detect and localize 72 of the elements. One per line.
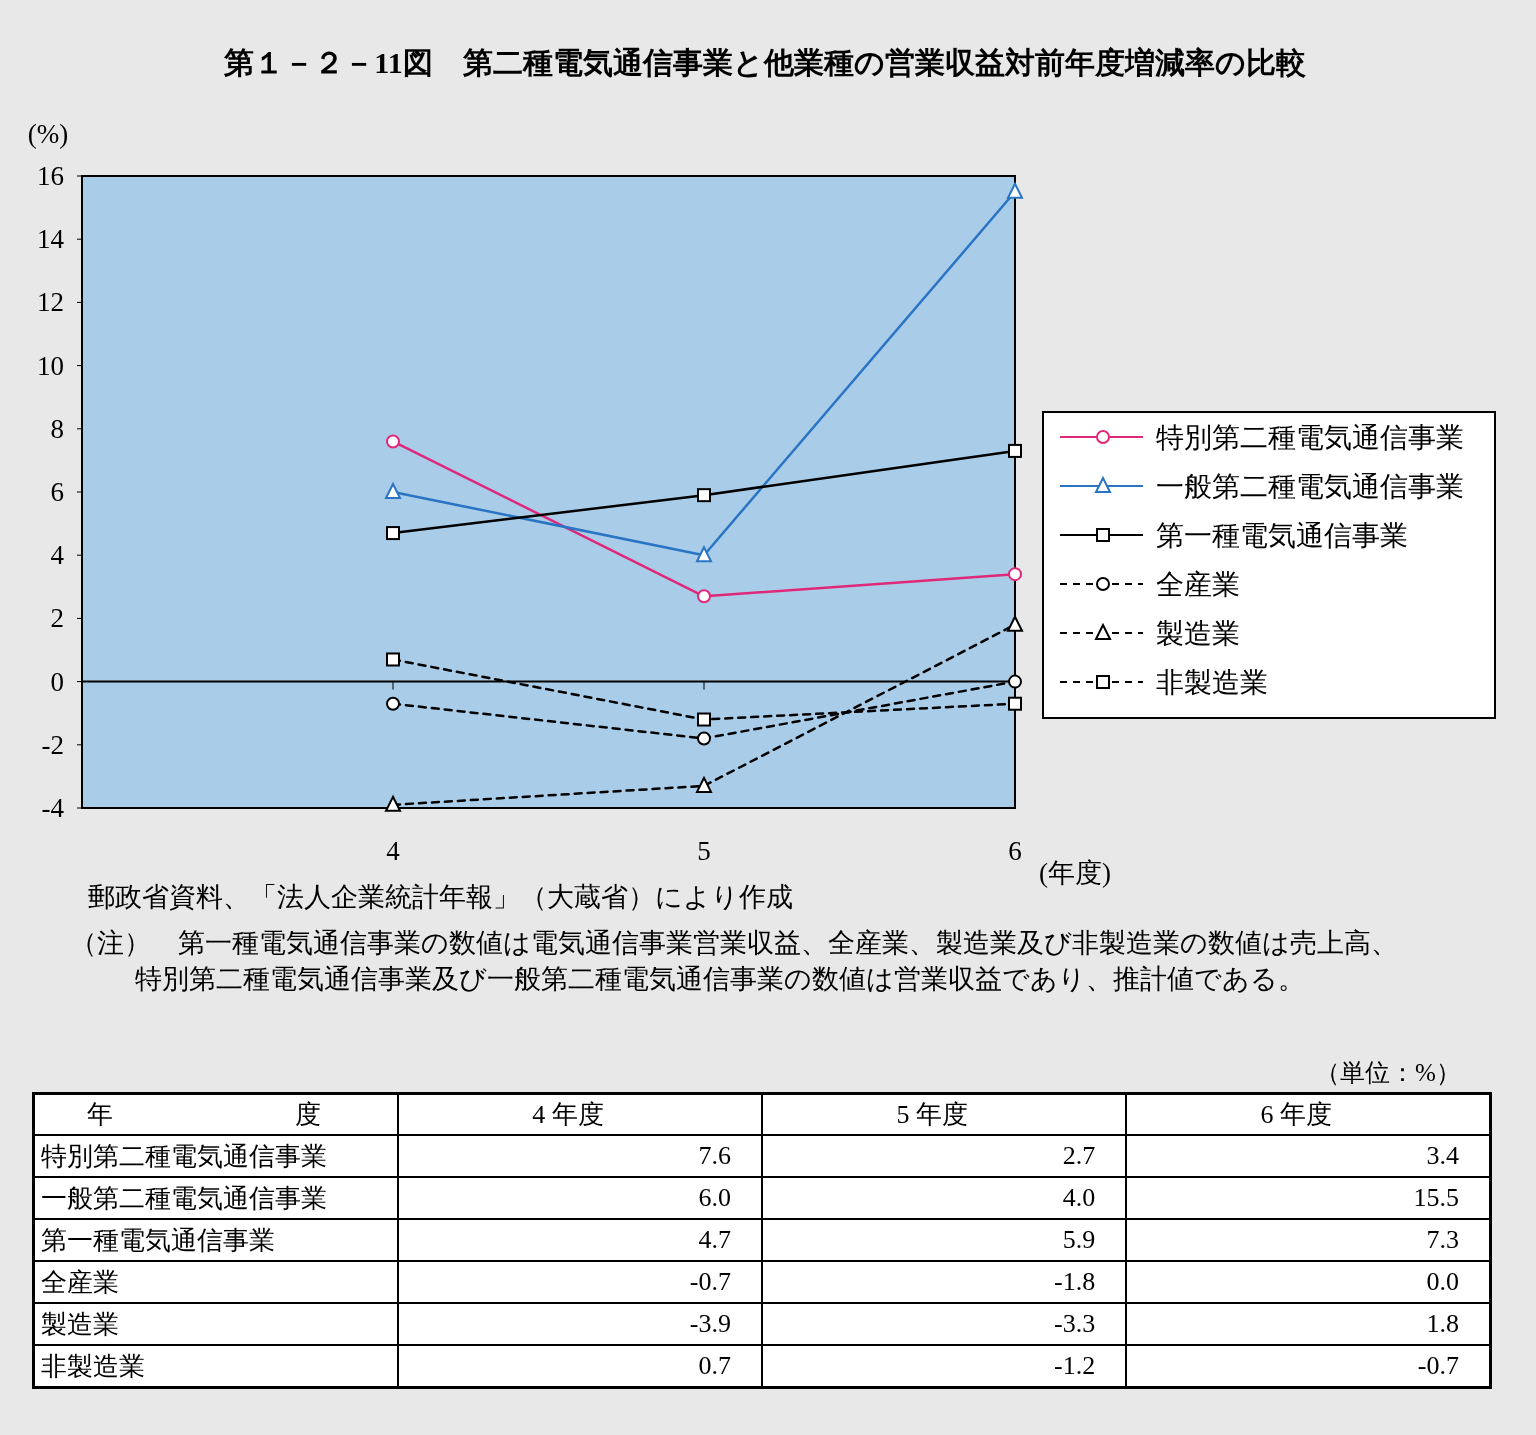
point: [386, 696, 400, 711]
y-tick-label: 4: [50, 540, 65, 571]
text: -1.2: [1054, 1351, 1096, 1380]
text: 1.8: [1426, 1309, 1459, 1338]
text: （単位：%）: [1315, 1058, 1461, 1088]
text: 郵政省資料、「法人企業統計年報」（大蔵省）により作成: [88, 882, 793, 912]
text: -0.7: [1417, 1351, 1459, 1380]
legend-label: 全産業: [1156, 569, 1240, 600]
category-label: 5 年度: [762, 1093, 1127, 1135]
point: [385, 483, 401, 499]
category-label: 製造業: [41, 1309, 119, 1339]
x-axis-title: (年度): [1039, 858, 1111, 888]
point: [1007, 615, 1023, 632]
text: 7.6: [698, 1141, 731, 1170]
chart-title: 第１－２－11図 第二種電気通信事業と他業種の営業収益対前年度増減率の比較: [223, 46, 1306, 79]
text: 7.3: [1426, 1225, 1459, 1254]
point: [1007, 182, 1023, 199]
legend-label: 第一種電気通信事業: [1156, 520, 1408, 551]
point: [1008, 567, 1022, 582]
category-label: 4 年度: [397, 1093, 762, 1135]
x-tick-label: 4: [386, 836, 401, 866]
category-label: 非製造業: [41, 1351, 145, 1381]
point: [386, 526, 400, 541]
text: -3.3: [1054, 1309, 1096, 1338]
point: [697, 731, 711, 746]
point: [697, 589, 711, 604]
text: 4.7: [698, 1225, 731, 1254]
point: [697, 488, 711, 503]
y-tick-label: 8: [50, 413, 64, 444]
point: [385, 795, 401, 812]
x-tick-label: 5: [697, 836, 711, 866]
y-tick-label: 0: [50, 666, 64, 697]
category-label: 6 年度: [1126, 1093, 1491, 1135]
category-label: 一般第二種電気通信事業: [41, 1183, 327, 1213]
legend-label: 製造業: [1156, 618, 1240, 649]
text: （注） 第一種電気通信事業の数値は電気通信事業営業収益、全産業、製造業及び非製造業の数値は売上高、特別第二種電気通信事業及び一般第二種電気通信事業の数値は営業収益であり、推計値である。: [70, 927, 1399, 996]
text: 15.5: [1413, 1183, 1459, 1212]
category-label: 第一種電気通信事業: [41, 1225, 275, 1255]
text: 3.4: [1426, 1141, 1459, 1170]
category-label: 特別第二種電気通信事業: [41, 1141, 327, 1171]
y-tick-label: -4: [41, 793, 65, 823]
point: [386, 652, 400, 667]
legend-label: 特別第二種電気通信事業: [1156, 422, 1464, 453]
y-tick-label: 14: [37, 224, 65, 255]
text: 6.0: [698, 1183, 731, 1212]
x-tick-label: 6: [1008, 836, 1022, 866]
text: -3.9: [689, 1309, 731, 1338]
y-tick-label: 10: [37, 350, 64, 381]
point: [696, 776, 712, 793]
point: [1008, 443, 1022, 458]
text: 5.9: [1062, 1225, 1096, 1254]
legend-label: 非製造業: [1156, 667, 1268, 698]
text: 4.0: [1062, 1183, 1096, 1212]
category-label: 全産業: [41, 1267, 119, 1297]
text: -0.7: [689, 1267, 731, 1296]
y-tick-label: 16: [37, 161, 64, 191]
point: [1008, 674, 1022, 689]
point: [697, 712, 711, 727]
text: -1.8: [1054, 1267, 1096, 1296]
y-tick-label: 2: [50, 603, 64, 634]
point: [386, 434, 400, 449]
point: [1008, 696, 1022, 711]
text: 年 度: [33, 1093, 398, 1135]
text: 0.7: [698, 1351, 731, 1380]
text: 2.7: [1062, 1141, 1096, 1170]
point: [696, 546, 712, 563]
text: 0.0: [1426, 1267, 1459, 1296]
y-tick-label: 12: [37, 287, 64, 318]
y-tick-label: 6: [50, 477, 64, 507]
y-tick-label: -2: [41, 729, 64, 760]
y-axis-title: (%): [27, 119, 69, 149]
legend-label: 一般第二種電気通信事業: [1156, 471, 1464, 502]
